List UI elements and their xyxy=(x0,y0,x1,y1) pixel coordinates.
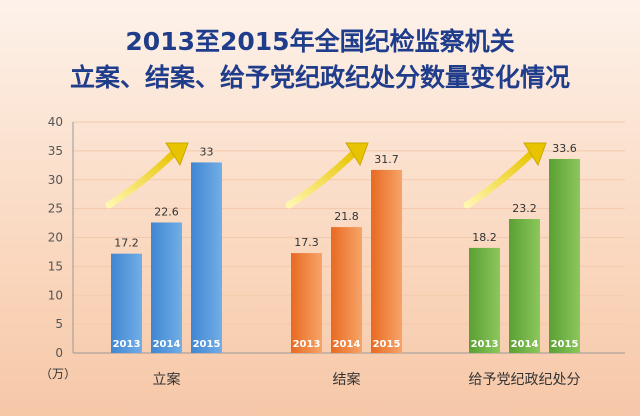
data-label: 33.6 xyxy=(552,142,577,155)
year-label: 2013 xyxy=(293,339,321,350)
data-label: 23.2 xyxy=(512,202,537,215)
category-label: 立案 xyxy=(153,371,181,388)
data-label: 17.2 xyxy=(114,237,139,250)
data-label: 21.8 xyxy=(334,210,359,223)
bar-1-2013 xyxy=(111,253,142,353)
bar-2-2015 xyxy=(371,169,402,353)
data-label: 17.3 xyxy=(294,236,319,249)
trend-arrow-icon xyxy=(463,142,547,209)
data-label: 31.7 xyxy=(374,153,399,166)
category-label: 给予党纪政纪处分 xyxy=(469,372,581,388)
trend-arrow-icon xyxy=(285,142,369,209)
bar-1-2015 xyxy=(191,162,222,353)
y-tick-label: 15 xyxy=(48,259,63,273)
year-label: 2015 xyxy=(551,339,579,350)
category-label: 结案 xyxy=(333,371,361,388)
year-label: 2015 xyxy=(373,339,401,350)
year-label: 2014 xyxy=(511,339,539,350)
bar-3-2014 xyxy=(509,219,540,353)
y-tick-label: 20 xyxy=(48,231,63,245)
y-tick-label: 10 xyxy=(48,288,63,302)
bar-3-2015 xyxy=(549,158,580,353)
bar-3-2013 xyxy=(469,247,500,353)
chart-title-line-1: 2013至2015年全国纪检监察机关 xyxy=(125,27,515,56)
trend-arrow-icon xyxy=(105,142,189,209)
bar-2-2014 xyxy=(331,227,362,353)
y-unit-label: （万） xyxy=(40,367,76,381)
bar-1-2014 xyxy=(151,222,182,353)
year-label: 2013 xyxy=(471,339,499,350)
year-label: 2014 xyxy=(153,339,181,350)
data-label: 22.6 xyxy=(154,205,179,218)
year-label: 2015 xyxy=(193,339,221,350)
year-label: 2013 xyxy=(113,339,141,350)
year-label: 2014 xyxy=(333,339,361,350)
y-tick-label: 25 xyxy=(48,202,63,216)
y-tick-label: 30 xyxy=(48,173,63,187)
data-label: 18.2 xyxy=(472,231,497,244)
chart-title-line-2: 立案、结案、给予党纪政纪处分数量变化情况 xyxy=(69,63,570,92)
y-tick-label: 0 xyxy=(55,346,63,360)
y-tick-label: 40 xyxy=(48,115,63,129)
y-tick-label: 35 xyxy=(48,144,63,158)
data-label: 33 xyxy=(200,145,214,158)
bar-2-2013 xyxy=(291,253,322,353)
y-tick-label: 5 xyxy=(55,317,63,331)
